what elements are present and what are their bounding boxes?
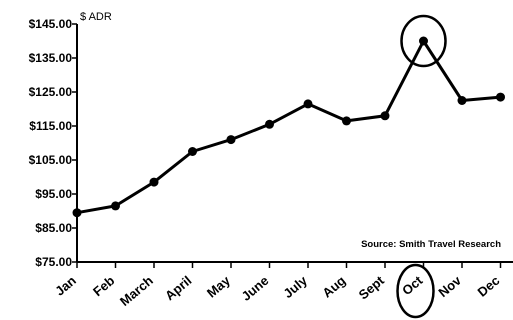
series-line: [76, 39, 501, 215]
data-point: [72, 208, 82, 218]
highlight-point-circle: [400, 14, 447, 68]
data-point: [111, 201, 120, 211]
x-ticks: Jan Feb March April May June July Aug Sept Oct Nov…: [52, 262, 502, 309]
series: [72, 36, 505, 218]
data-point: [457, 96, 467, 105]
x-tick-label: Sept: [356, 272, 388, 302]
data-point: [496, 92, 505, 102]
data-point: [265, 119, 274, 129]
y-tick-label: $75.00: [35, 255, 72, 269]
y-tick-label: $135.00: [29, 51, 73, 65]
x-tick-label: May: [204, 272, 234, 300]
x-axis: Jan Feb March April May June July Aug Sept Oct Nov…: [52, 261, 513, 309]
y-ticks: $145.00 $135.00 $125.00 $115.00 $105.00 $95.0…: [29, 17, 77, 269]
y-axis-label: $ ADR: [80, 11, 112, 23]
y-axis: $ ADR $145.00 $135.00 $125.00 $115.00 $105.0…: [29, 11, 112, 269]
x-tick-label: April: [162, 273, 194, 304]
data-point: [226, 135, 236, 145]
x-tick-label: July: [280, 272, 310, 301]
highlight-circles: [396, 14, 447, 319]
y-tick-label: $125.00: [29, 85, 73, 99]
y-tick-label: $95.00: [35, 187, 72, 201]
x-tick-label: Feb: [90, 273, 117, 299]
data-point: [380, 111, 390, 121]
x-tick-label: Dec: [475, 273, 503, 300]
source-note: Source: Smith Travel Research: [361, 239, 501, 250]
x-tick-label: Jan: [52, 273, 79, 299]
data-point: [419, 36, 428, 46]
x-tick-label: June: [239, 273, 272, 304]
highlight-label-circle: [396, 263, 435, 319]
data-point: [149, 177, 159, 187]
data-point: [188, 147, 197, 156]
x-tick-label: Oct: [399, 272, 426, 298]
data-point: [342, 116, 351, 126]
y-tick-label: $105.00: [29, 153, 73, 167]
x-tick-label: March: [117, 273, 156, 309]
y-tick-label: $85.00: [35, 221, 72, 235]
x-tick-label: Aug: [319, 273, 348, 301]
data-point: [303, 99, 313, 109]
x-tick-label: Nov: [435, 272, 464, 300]
y-tick-label: $145.00: [29, 17, 73, 31]
y-tick-label: $115.00: [29, 119, 72, 133]
